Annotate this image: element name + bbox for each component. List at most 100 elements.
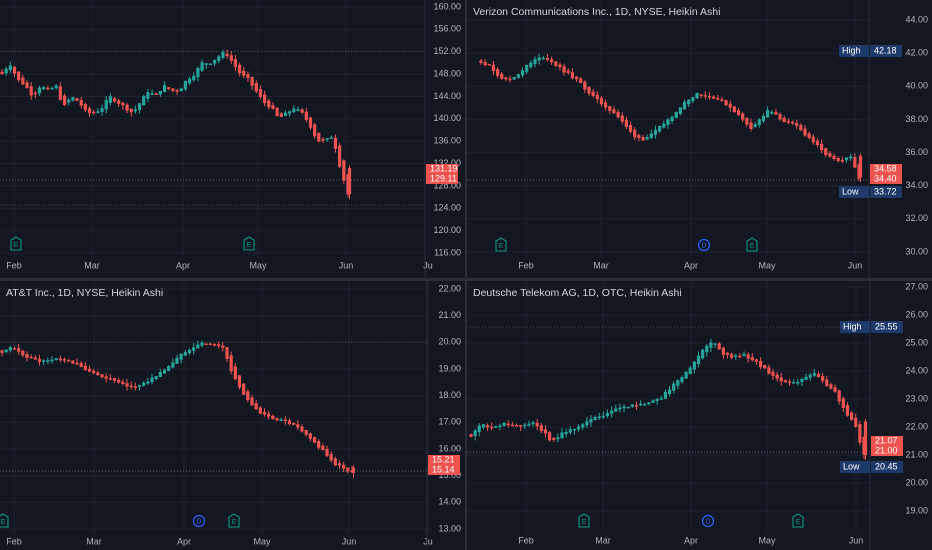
candle-body [558, 64, 562, 67]
earnings-marker[interactable]: E [746, 237, 758, 252]
candle-body [8, 347, 12, 351]
candle-down [108, 374, 112, 381]
candle-down [225, 49, 229, 59]
candle-down [254, 80, 258, 94]
candle-down [720, 96, 724, 102]
candle-down [308, 116, 313, 130]
candle-body [695, 92, 699, 99]
candle-body [351, 467, 356, 473]
candle-body [100, 108, 104, 112]
candle-down [29, 354, 33, 359]
candle-body [158, 371, 162, 377]
candle-down [263, 90, 267, 107]
candle-up [709, 338, 713, 353]
candle-down [308, 432, 312, 442]
candle-body [46, 87, 50, 90]
candle-down [338, 143, 342, 168]
candle-down [514, 423, 519, 427]
candle-up [213, 59, 217, 67]
y-tick-label: 160.00 [433, 1, 461, 11]
candle-body [527, 423, 531, 426]
y-tick-label: 156.00 [433, 24, 461, 34]
candle-down [321, 443, 325, 451]
chart-plot-1[interactable]: 160.00 156.00 152.00 148.00 144.00 140.00 136.… [0, 0, 465, 278]
candle-body [745, 117, 749, 125]
candle-body [663, 392, 668, 399]
dividend-marker[interactable]: D [701, 514, 715, 528]
candle-down [125, 103, 129, 114]
candle-up [753, 121, 757, 128]
candle-up [670, 115, 674, 124]
candle-up [179, 87, 183, 92]
chart-plot-2[interactable]: 44.00 42.00 40.00 38.00 36.00 34.00 32.00 30.00… [467, 0, 932, 278]
candle-up [742, 351, 746, 357]
candle-down [803, 124, 807, 137]
earnings-marker[interactable]: E [243, 236, 255, 251]
high-label-box [840, 321, 870, 333]
candle-body [645, 137, 649, 140]
candle-down [275, 417, 279, 422]
candle-up [849, 153, 853, 161]
earnings-marker[interactable]: E [792, 513, 804, 528]
candle-body [58, 86, 62, 100]
candle-body [599, 97, 604, 105]
candle-up [610, 406, 614, 418]
candle-body [275, 418, 279, 421]
chart-plot-3[interactable]: 22.00 21.00 20.00 19.00 18.00 17.00 16.00 15.00… [0, 281, 465, 550]
candle-up [572, 428, 577, 435]
candle-down [774, 108, 778, 115]
candle-body [117, 379, 121, 383]
candle-body [796, 381, 800, 384]
candle-down [487, 63, 491, 66]
candle-body [162, 369, 167, 374]
low-value-box [870, 186, 902, 198]
candle-body [267, 413, 271, 417]
candle-body [587, 87, 591, 94]
candle-up [171, 358, 175, 369]
chart-panel-deutsche-telekom[interactable]: Deutsche Telekom AG, 1D, OTC, Heikin Ash… [467, 281, 932, 550]
dividend-marker[interactable]: D [192, 514, 206, 528]
dividend-marker[interactable]: D [697, 238, 711, 252]
candle-body [262, 411, 267, 415]
candle-body [246, 74, 250, 79]
panel-divider-horizontal[interactable] [0, 278, 932, 281]
candle-body [142, 382, 146, 386]
chart-panel-verizon[interactable]: Verizon Communications Inc., 1D, NYSE, H… [467, 0, 932, 278]
candle-body [778, 113, 782, 120]
candle-body [750, 357, 754, 361]
low-value-box [871, 461, 903, 473]
chart-panel-top-left[interactable]: 160.00 156.00 152.00 148.00 144.00 140.00 136.… [0, 0, 465, 278]
chart-plot-4[interactable]: 27.00 26.00 25.00 24.00 23.00 22.00 21.00 20.00… [467, 281, 932, 550]
last-price-label: 15.21 [432, 454, 455, 464]
earnings-marker[interactable]: E [0, 513, 9, 528]
candle-down [242, 66, 246, 79]
candle-body [217, 344, 221, 347]
earnings-marker[interactable]: E [495, 237, 507, 252]
candle-down [117, 98, 121, 107]
candle-down [342, 159, 346, 184]
candle-down [616, 109, 620, 119]
candle-body [720, 99, 724, 101]
candle-up [208, 63, 213, 66]
candle-up [667, 385, 672, 397]
candle-down [67, 358, 71, 362]
candle-up [46, 357, 50, 364]
candle-body [574, 76, 579, 80]
panel-divider-vertical[interactable] [465, 0, 467, 550]
x-tick-label: Apr [684, 260, 698, 270]
candle-body [767, 367, 771, 374]
candle-body [308, 117, 313, 128]
earnings-icon [578, 513, 590, 528]
candle-body [487, 64, 491, 66]
candle-down [491, 60, 496, 76]
y-tick-label: 36.00 [905, 147, 928, 157]
x-tick-label: May [253, 536, 271, 546]
last-price-box [870, 164, 902, 174]
candle-down [608, 105, 612, 115]
chart-panel-att[interactable]: AT&T Inc., 1D, NYSE, Heikin Ashi 22.00 21… [0, 281, 465, 550]
earnings-marker[interactable]: E [228, 513, 240, 528]
earnings-marker[interactable]: E [578, 513, 590, 528]
earnings-marker[interactable]: E [10, 236, 22, 251]
candle-body [21, 77, 25, 85]
candle-body [821, 376, 825, 381]
